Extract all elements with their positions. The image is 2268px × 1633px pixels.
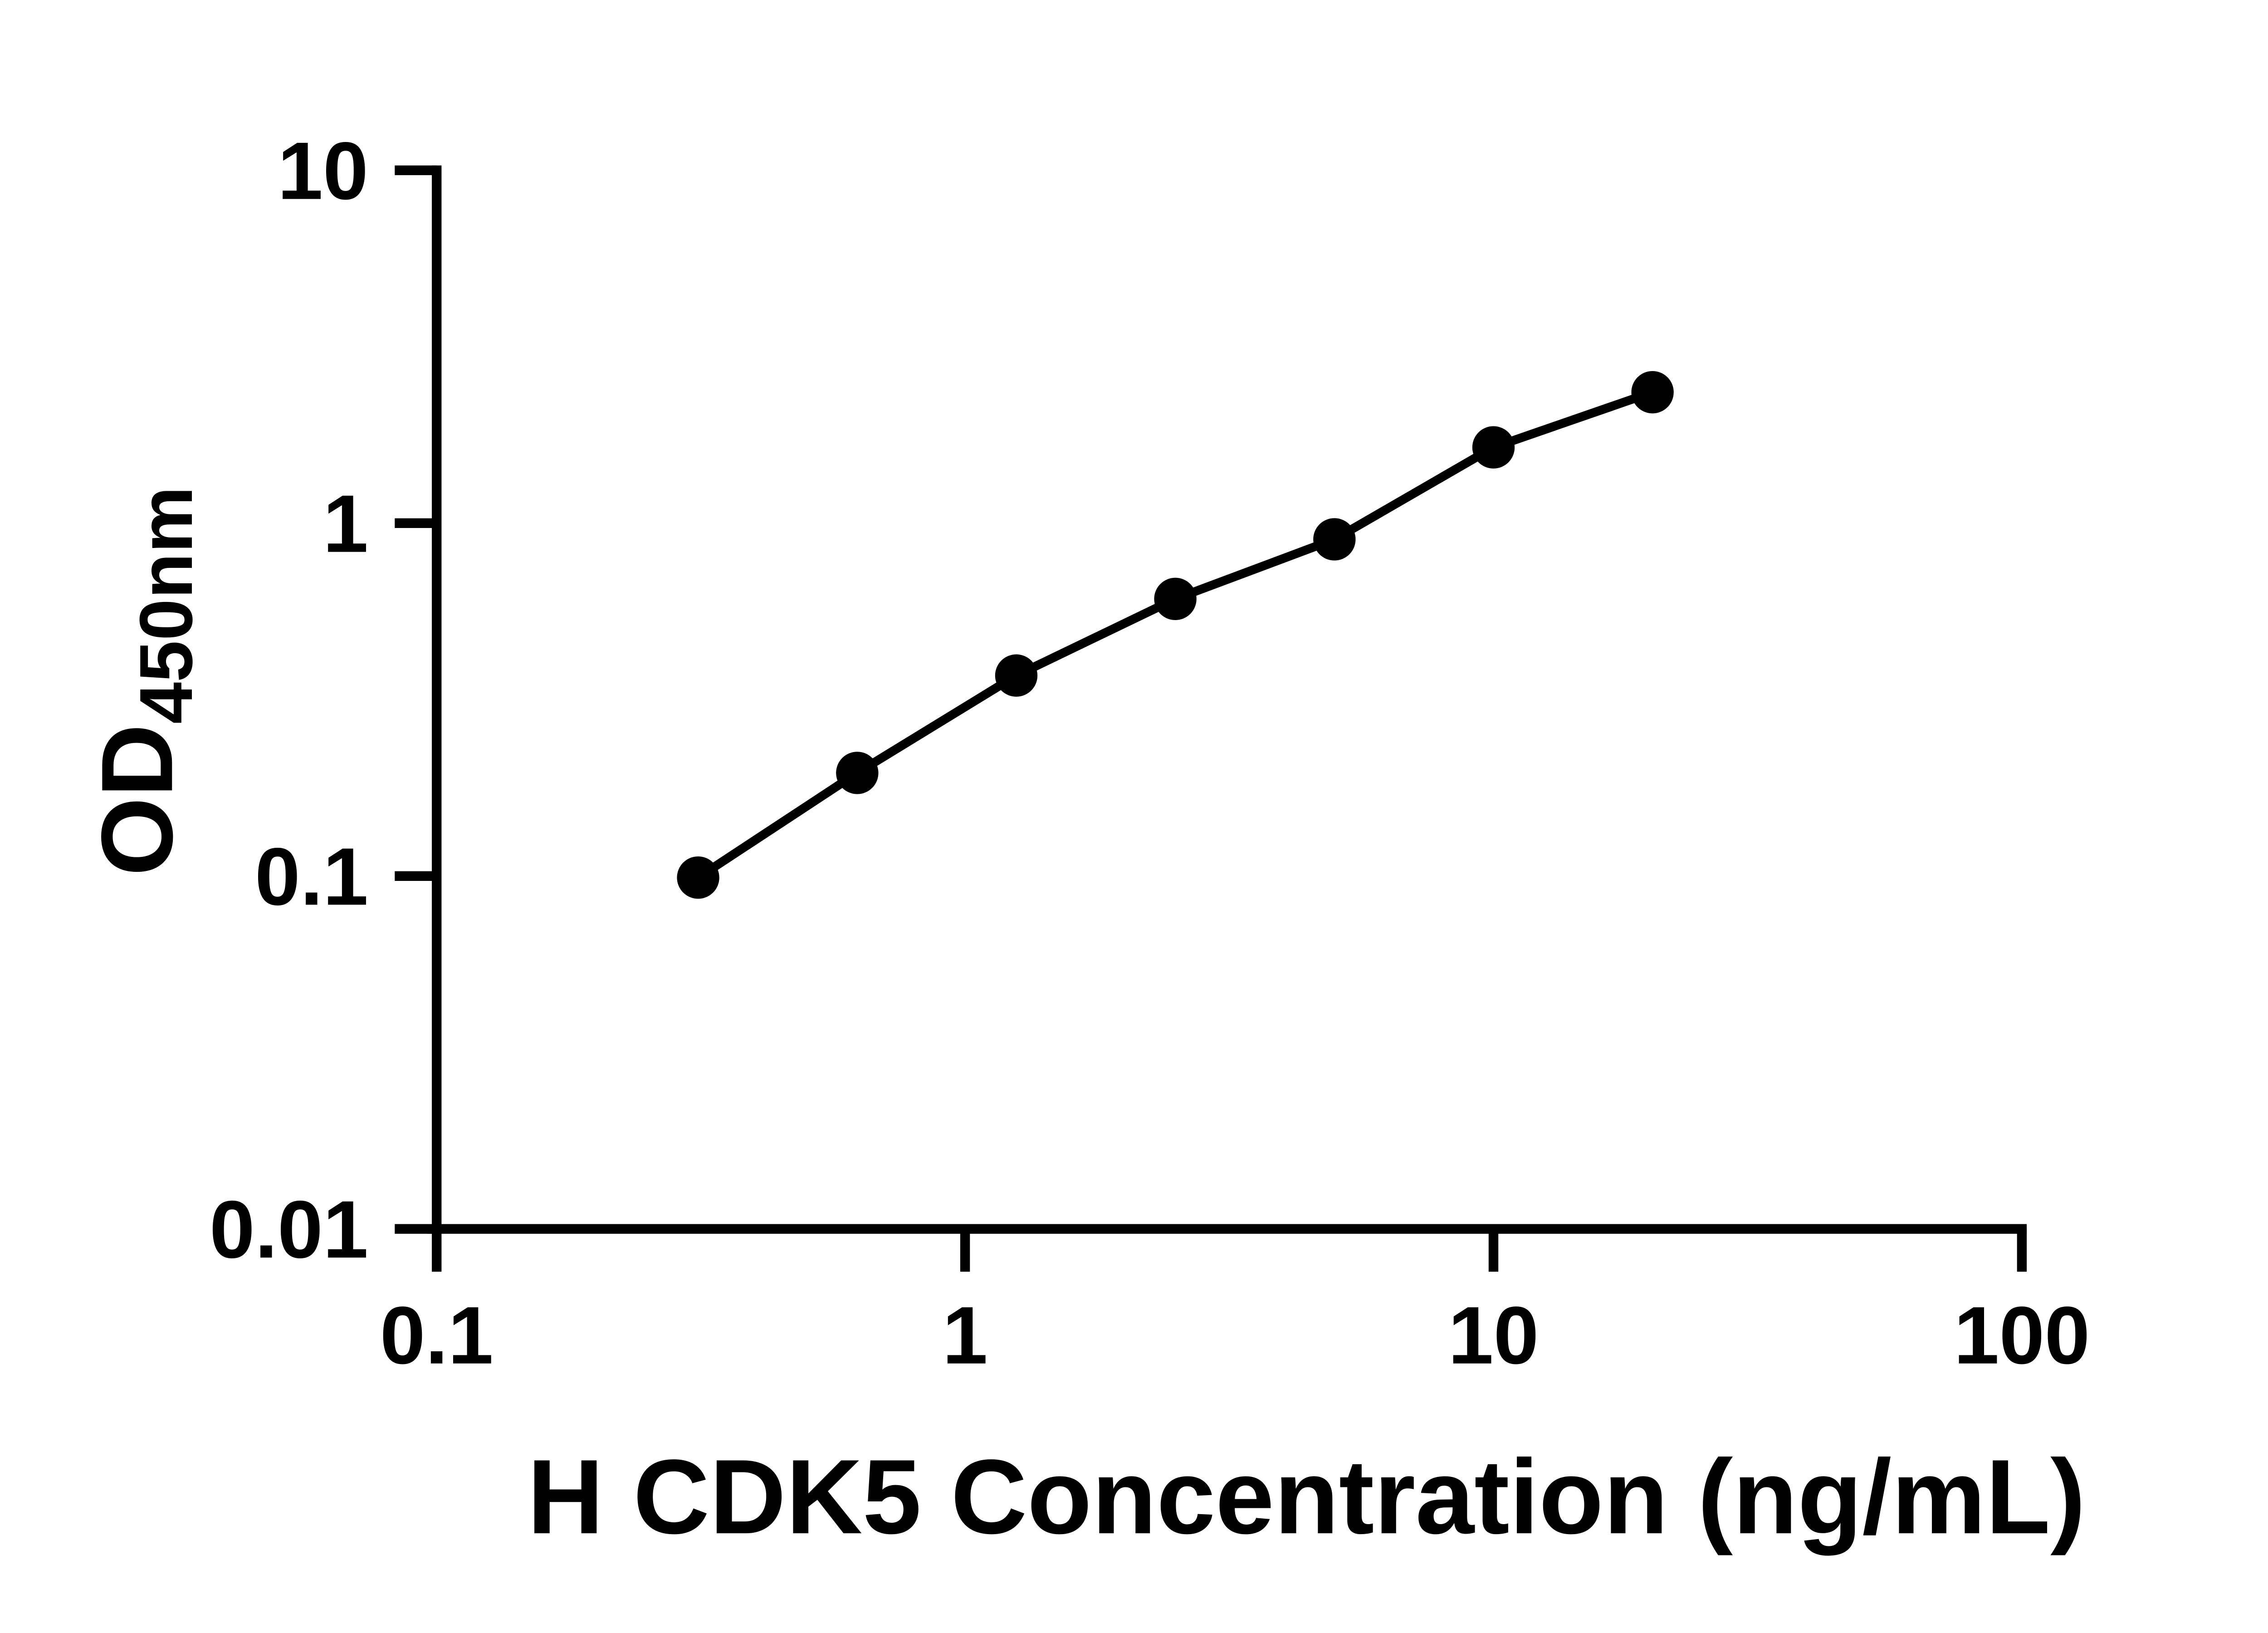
data-point xyxy=(677,856,719,899)
y-axis-title-subscript: 450nm xyxy=(124,486,208,724)
data-point xyxy=(1472,426,1515,469)
y-axis-title-main: OD xyxy=(81,724,194,876)
x-tick-label: 0.1 xyxy=(380,1290,494,1381)
data-point xyxy=(995,654,1038,697)
data-point xyxy=(1313,518,1356,561)
data-point xyxy=(1154,577,1197,620)
x-tick-label: 1 xyxy=(943,1290,988,1381)
y-axis-title: OD450nm xyxy=(81,486,208,876)
x-ticks xyxy=(431,1229,2027,1272)
y-tick-label: 1 xyxy=(323,479,368,570)
x-tick-label: 10 xyxy=(1448,1290,1539,1381)
series-line xyxy=(695,388,1654,881)
data-point xyxy=(1631,371,1674,414)
x-axis-title: H CDK5 Concentration (ng/mL) xyxy=(527,1438,2085,1556)
series xyxy=(677,371,1674,899)
y-tick-labels: 10 1 0.1 0.01 xyxy=(210,126,368,1276)
y-tick-label: 0.01 xyxy=(210,1184,368,1275)
axes xyxy=(427,165,2027,1234)
y-tick-label: 10 xyxy=(278,126,368,217)
x-tick-labels: 0.1 1 10 100 xyxy=(380,1290,2090,1381)
x-tick-label: 100 xyxy=(1954,1290,2090,1381)
data-point xyxy=(836,752,879,794)
series-points xyxy=(677,371,1674,899)
y-ticks xyxy=(395,165,437,1234)
y-tick-label: 0.1 xyxy=(255,831,368,922)
